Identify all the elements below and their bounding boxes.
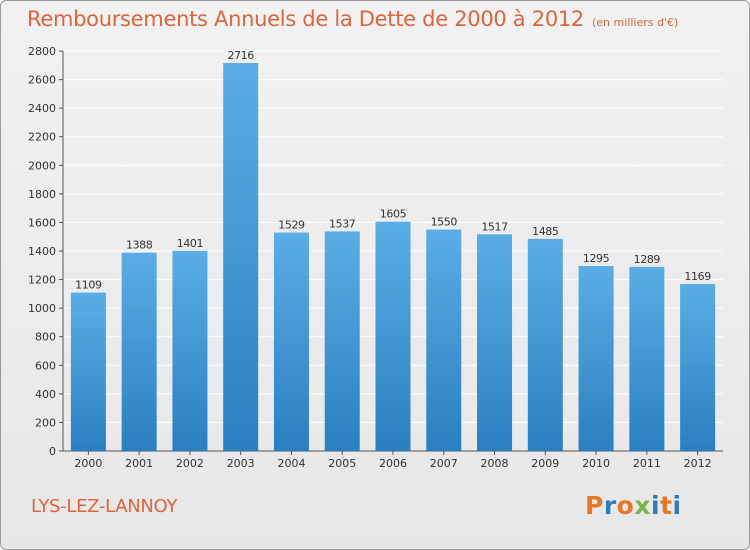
y-tick-label: 1800 (28, 188, 56, 201)
bar-value-label: 1109 (75, 279, 102, 292)
x-tick-label: 2008 (481, 457, 509, 470)
bar-value-label: 1401 (177, 237, 203, 250)
bar (223, 63, 259, 451)
logo-letter: x (634, 491, 651, 520)
y-tick-label: 800 (35, 331, 56, 344)
logo-letter: t (660, 491, 673, 520)
x-tick-label: 2006 (379, 457, 407, 470)
bar-value-label: 1537 (329, 217, 356, 230)
logo-letter: o (616, 491, 635, 520)
y-tick-label: 0 (49, 445, 56, 458)
bar (121, 252, 157, 451)
bar-value-label: 1289 (634, 253, 661, 266)
logo-letter: r (603, 491, 617, 520)
bar (324, 231, 360, 451)
bar (629, 266, 665, 451)
logo-letter: i (651, 491, 661, 520)
bar (477, 234, 513, 451)
y-tick-label: 2400 (28, 102, 56, 115)
x-tick-label: 2000 (74, 457, 102, 470)
bar-value-label: 1485 (532, 225, 559, 238)
bar (578, 266, 614, 451)
chart-subtitle: (en milliers d'€) (592, 16, 679, 29)
y-tick-label: 2600 (28, 74, 56, 87)
y-tick-label: 1000 (28, 302, 56, 315)
chart-title: Remboursements Annuels de la Dette de 20… (27, 7, 584, 31)
bar-value-label: 1295 (583, 252, 610, 265)
y-tick-label: 1200 (28, 274, 56, 287)
bar-value-label: 1605 (380, 208, 407, 221)
logo-letter: i (672, 491, 682, 520)
y-tick-label: 600 (35, 359, 56, 372)
proxiti-logo: Proxiti (585, 491, 682, 520)
bar-value-label: 1388 (126, 239, 153, 252)
x-tick-label: 2004 (277, 457, 305, 470)
y-tick-label: 400 (35, 388, 56, 401)
x-tick-label: 2002 (176, 457, 204, 470)
y-tick-label: 1400 (28, 245, 56, 258)
y-tick-label: 1600 (28, 216, 56, 229)
logo-letter: P (585, 491, 604, 520)
bar-value-label: 1169 (684, 270, 711, 283)
bar-value-label: 2716 (227, 49, 254, 62)
bar (680, 284, 716, 451)
x-tick-label: 2010 (582, 457, 610, 470)
bar (172, 250, 208, 451)
bar (273, 232, 309, 451)
x-tick-label: 2009 (531, 457, 559, 470)
x-tick-label: 2007 (430, 457, 458, 470)
town-name: LYS-LEZ-LANNOY (31, 496, 178, 517)
bar-value-label: 1517 (481, 220, 508, 233)
y-tick-label: 2800 (28, 45, 56, 58)
bar (375, 221, 411, 451)
x-tick-label: 2005 (328, 457, 356, 470)
x-tick-label: 2012 (684, 457, 712, 470)
x-tick-label: 2011 (633, 457, 661, 470)
chart-header: Remboursements Annuels de la Dette de 20… (27, 7, 678, 31)
y-tick-label: 200 (35, 416, 56, 429)
bar (527, 238, 563, 451)
bar-value-label: 1529 (278, 219, 305, 232)
bar-value-label: 1550 (431, 216, 458, 229)
x-tick-label: 2003 (227, 457, 255, 470)
x-tick-label: 2001 (125, 457, 153, 470)
bar (426, 229, 462, 451)
bar (70, 292, 106, 451)
y-tick-label: 2200 (28, 131, 56, 144)
y-tick-label: 2000 (28, 159, 56, 172)
